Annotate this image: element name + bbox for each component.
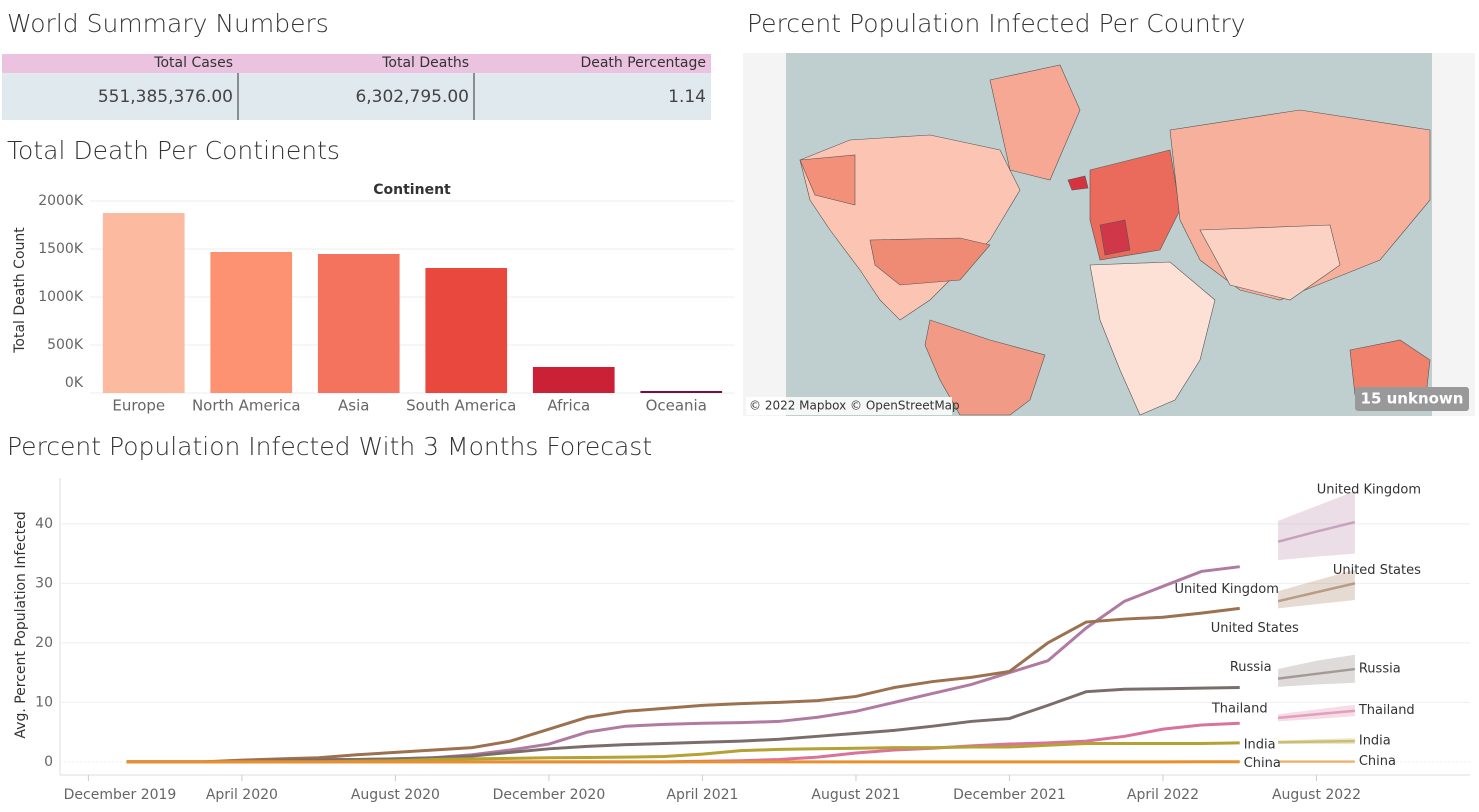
- bar-title: Total Death Per Continents: [7, 136, 340, 165]
- y-tick-label: 1000K: [38, 289, 84, 305]
- x-tick-label: April 2021: [666, 787, 738, 803]
- series-line: [126, 686, 1240, 764]
- table-header: Total Cases: [153, 55, 233, 71]
- forecast-line: [1277, 520, 1356, 543]
- table-cell: 551,385,376.00: [98, 87, 233, 107]
- bar: [640, 390, 723, 393]
- forecast-line: [1277, 582, 1356, 603]
- land: [989, 64, 1081, 181]
- land: [1199, 224, 1341, 301]
- x-tick-label: August 2020: [351, 787, 440, 803]
- unknown-badge[interactable]: 15 unknown: [1361, 390, 1464, 408]
- bar: [317, 253, 400, 393]
- series-label: United States: [1211, 621, 1299, 636]
- x-tick-label: August 2022: [1272, 787, 1361, 803]
- y-tick-label: 2000K: [38, 193, 84, 209]
- x-tick-label: December 2020: [493, 787, 606, 803]
- table-header: Death Percentage: [580, 55, 706, 71]
- x-tick-label: North America: [192, 397, 301, 415]
- forecast-band: [1278, 654, 1355, 687]
- unknown-badge-bg[interactable]: [1355, 387, 1469, 411]
- series-label: Russia: [1230, 660, 1272, 675]
- y-tick-label: 10: [35, 694, 53, 710]
- map-attribution: © 2022 Mapbox © OpenStreetMap: [749, 399, 960, 413]
- y-tick-label: 30: [35, 575, 53, 591]
- table-cell: 1.14: [668, 87, 706, 107]
- bar: [102, 213, 185, 393]
- land: [924, 319, 1046, 416]
- y-tick-label: 500K: [47, 337, 84, 353]
- x-tick-label: April 2022: [1127, 787, 1199, 803]
- x-tick-label: Africa: [547, 397, 590, 415]
- land: [799, 154, 856, 206]
- series-label: India: [1244, 737, 1276, 752]
- series-label: United Kingdom: [1175, 582, 1279, 597]
- attribution-bg: [746, 397, 952, 415]
- bar-header: Continent: [373, 182, 451, 198]
- y-tick-label: 0K: [65, 375, 84, 391]
- x-tick-label: December 2021: [953, 787, 1066, 803]
- forecast-label: India: [1359, 734, 1391, 749]
- land: [1067, 175, 1089, 191]
- y-tick-label: 1500K: [38, 241, 84, 257]
- bar: [532, 366, 615, 393]
- forecast-label: United Kingdom: [1317, 483, 1421, 498]
- forecast-label: China: [1359, 754, 1396, 769]
- line-title: Percent Population Infected With 3 Month…: [7, 432, 652, 461]
- x-tick-label: South America: [406, 397, 516, 415]
- y-tick-label: 0: [44, 754, 53, 770]
- summary-title: World Summary Numbers: [7, 9, 329, 38]
- series-label: Thailand: [1211, 702, 1268, 717]
- forecast-line: [1277, 667, 1356, 680]
- series-line: [126, 606, 1240, 764]
- table-header: Total Deaths: [381, 55, 469, 71]
- forecast-line: [1278, 739, 1355, 744]
- forecast-line: [1277, 709, 1355, 720]
- land: [1089, 261, 1216, 416]
- x-tick-label: Oceania: [646, 397, 707, 415]
- forecast-label: Thailand: [1358, 703, 1415, 718]
- y-tick-label: 20: [35, 635, 53, 651]
- x-tick-label: Asia: [338, 397, 369, 415]
- x-tick-label: Europe: [112, 397, 165, 415]
- table-cell: 6,302,795.00: [355, 87, 469, 107]
- land: [1099, 219, 1131, 256]
- table-row-bg: [2, 73, 711, 120]
- map: © 2022 Mapbox © OpenStreetMap 15 unknown: [743, 53, 1475, 416]
- x-tick-label: August 2021: [811, 787, 900, 803]
- land: [869, 237, 991, 286]
- map-title: Percent Population Infected Per Country: [747, 9, 1246, 38]
- map-land: [799, 64, 1431, 416]
- forecast-label: United States: [1333, 563, 1421, 578]
- x-tick-label: December 2019: [64, 787, 177, 803]
- bar: [425, 268, 508, 393]
- y-tick-label: 40: [35, 516, 53, 532]
- x-tick-label: April 2020: [206, 787, 278, 803]
- bar: [210, 251, 293, 393]
- y-axis-label: Avg. Percent Population Infected: [13, 511, 29, 738]
- forecast-band: [1278, 569, 1355, 609]
- y-axis-label: Total Death Count: [12, 227, 28, 354]
- forecast-band: [1278, 491, 1355, 561]
- forecast-label: Russia: [1359, 662, 1401, 677]
- table-header-bg: [2, 54, 711, 73]
- series-label: China: [1244, 756, 1281, 771]
- series-line: [126, 565, 1240, 764]
